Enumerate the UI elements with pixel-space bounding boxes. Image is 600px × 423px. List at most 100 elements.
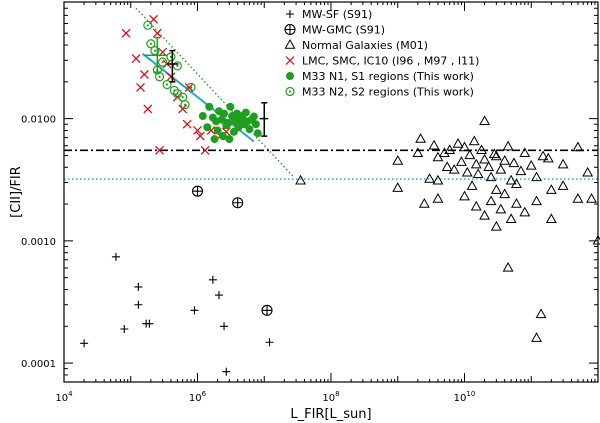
point-s3-7: [155, 145, 164, 155]
legend-label-5: M33 N2, S2 regions (This work): [302, 86, 474, 99]
point-s0-1: [111, 252, 120, 261]
point-s4-11: [226, 102, 235, 111]
point-s2-11: [444, 144, 456, 155]
point-s2-35: [519, 147, 531, 158]
legend-marker-4: [286, 72, 294, 80]
y-tick-label-1: 0.0010: [21, 237, 56, 248]
point-s5-9: [172, 61, 183, 71]
point-s2-65: [542, 152, 554, 163]
point-s2-33: [510, 178, 522, 189]
point-s3-4: [143, 104, 153, 114]
legend-label-3: LMC, SMC, IC10 (I96 , M97 , I11): [302, 55, 479, 68]
point-s5-13: [172, 89, 183, 99]
point-s2-49: [495, 203, 507, 214]
point-s2-66: [557, 180, 569, 190]
plot-area: [64, 7, 600, 376]
point-s0-12: [265, 338, 274, 347]
point-s5-1: [146, 39, 156, 49]
point-s2-61: [412, 147, 424, 158]
x-tick-label-3: 1010: [454, 390, 476, 404]
legend-label-2: Normal Galaxies (M01): [302, 39, 428, 52]
legend-label-1: MW-GMC (S91): [302, 24, 385, 37]
point-s5-0: [143, 20, 153, 30]
point-s2-57: [592, 234, 600, 245]
point-s2-5: [392, 154, 404, 165]
point-s1-2: [261, 304, 273, 316]
errorbar-2: [259, 101, 269, 137]
point-s2-10: [441, 161, 453, 171]
point-s2-18: [466, 180, 478, 190]
series-0: [80, 252, 274, 376]
y-tick-label-2: 0.0100: [21, 115, 56, 126]
point-s2-54: [531, 195, 542, 206]
point-s2-46: [479, 209, 491, 220]
point-s4-29: [225, 135, 234, 144]
point-s0-2: [120, 324, 129, 333]
point-s3-15: [193, 126, 202, 135]
point-s4-0: [198, 112, 207, 121]
point-s2-17: [464, 149, 476, 160]
point-s2-51: [505, 213, 517, 224]
point-s0-10: [220, 322, 229, 331]
point-s2-37: [531, 171, 542, 182]
point-s4-10: [224, 119, 233, 128]
point-s2-41: [572, 141, 584, 152]
point-s2-58: [502, 261, 514, 272]
point-s1-0: [191, 185, 204, 197]
point-s4-25: [251, 120, 260, 129]
point-s2-1: [392, 182, 404, 192]
point-s2-7: [428, 139, 440, 150]
point-s2-12: [448, 163, 460, 174]
point-s2-45: [470, 200, 482, 211]
series-5: [143, 20, 196, 110]
point-s4-27: [210, 135, 219, 144]
legend-marker-5: [285, 86, 295, 97]
legend: MW-SF (S91) MW-GMC (S91) Normal Galaxies (…: [284, 8, 479, 99]
point-s2-13: [452, 137, 464, 148]
point-s2-34: [515, 165, 527, 176]
point-s2-23: [479, 153, 491, 164]
point-s2-64: [490, 150, 502, 161]
point-s2-15: [459, 141, 470, 152]
point-s1-1: [232, 197, 244, 209]
point-s5-7: [166, 52, 176, 62]
legend-marker-0: [286, 10, 294, 18]
point-s2-31: [505, 174, 517, 185]
errorbar-1: [167, 49, 179, 83]
point-s2-2: [424, 173, 436, 183]
point-s2-52: [510, 198, 522, 208]
point-s3-12: [178, 104, 188, 114]
point-s2-14: [455, 156, 467, 166]
point-s2-26: [488, 148, 500, 159]
point-s2-50: [499, 188, 511, 199]
point-s4-26: [253, 129, 262, 138]
point-s5-5: [157, 57, 168, 67]
point-s0-6: [145, 319, 154, 328]
point-s3-6: [152, 28, 162, 38]
point-s0-7: [190, 306, 199, 315]
y-axis-label: [CII]/FIR: [9, 166, 24, 218]
point-s4-8: [220, 109, 229, 118]
legend-label-0: MW-SF (S91): [302, 8, 372, 21]
point-s2-59: [535, 308, 547, 319]
point-s3-0: [121, 28, 131, 38]
point-s2-24: [483, 161, 495, 171]
green-fit: [135, 7, 295, 178]
point-s3-10: [166, 72, 176, 82]
point-s2-62: [432, 192, 444, 203]
point-s2-9: [438, 147, 450, 158]
y-tick-label-0: 0.0001: [21, 359, 56, 370]
legend-marker-1: [284, 23, 296, 36]
point-s0-0: [80, 339, 89, 348]
point-s3-3: [139, 69, 149, 79]
point-s0-4: [134, 300, 143, 309]
x-tick-label-0: 104: [55, 390, 73, 404]
point-s4-2: [205, 102, 214, 111]
point-s4-20: [241, 108, 250, 117]
point-s2-42: [582, 166, 594, 177]
point-s2-30: [502, 140, 514, 151]
point-s2-16: [461, 166, 473, 177]
series-1: [191, 185, 273, 316]
series-3: [121, 14, 231, 155]
